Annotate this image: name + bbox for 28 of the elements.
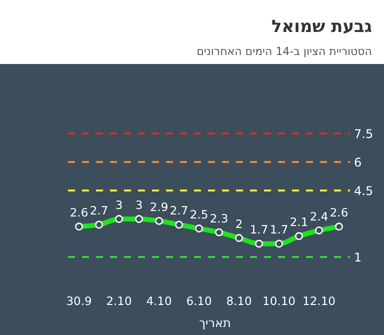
data-label: 3 (135, 198, 143, 212)
data-label: 2.4 (310, 209, 328, 224)
data-label: 2.3 (210, 211, 228, 226)
data-label: 3 (115, 198, 123, 212)
ref-line-label: 1 (354, 250, 362, 264)
x-tick-label: 10.10 (262, 294, 296, 308)
x-axis-title: תאריך (199, 316, 231, 330)
data-label: 2.7 (90, 204, 108, 218)
chart-title: גבעת שמואל (271, 17, 372, 37)
data-label: 1.7 (250, 222, 268, 237)
x-tick-label: 6.10 (186, 294, 212, 308)
ref-line-label: 4.5 (354, 184, 374, 198)
x-tick-label: 2.10 (106, 294, 132, 308)
data-label: 2 (235, 217, 243, 231)
ref-line-label: 7.5 (354, 127, 374, 141)
data-label: 2.9 (150, 200, 168, 214)
data-label: 2.1 (290, 215, 308, 230)
x-tick-label: 8.10 (226, 294, 252, 308)
data-label: 2.5 (190, 208, 208, 222)
ref-line-label: 6 (354, 156, 362, 170)
data-label: 2.6 (70, 206, 88, 220)
chart-subtitle: הסטוריית הציון ב-14 הימים האחרונים (196, 45, 372, 58)
x-tick-label: 30.9 (66, 294, 92, 308)
data-label: 2.6 (330, 206, 348, 220)
x-tick-label: 12.10 (302, 294, 336, 308)
data-label: 1.7 (270, 222, 288, 237)
x-tick-label: 4.10 (146, 294, 172, 308)
data-label: 2.7 (170, 204, 188, 218)
